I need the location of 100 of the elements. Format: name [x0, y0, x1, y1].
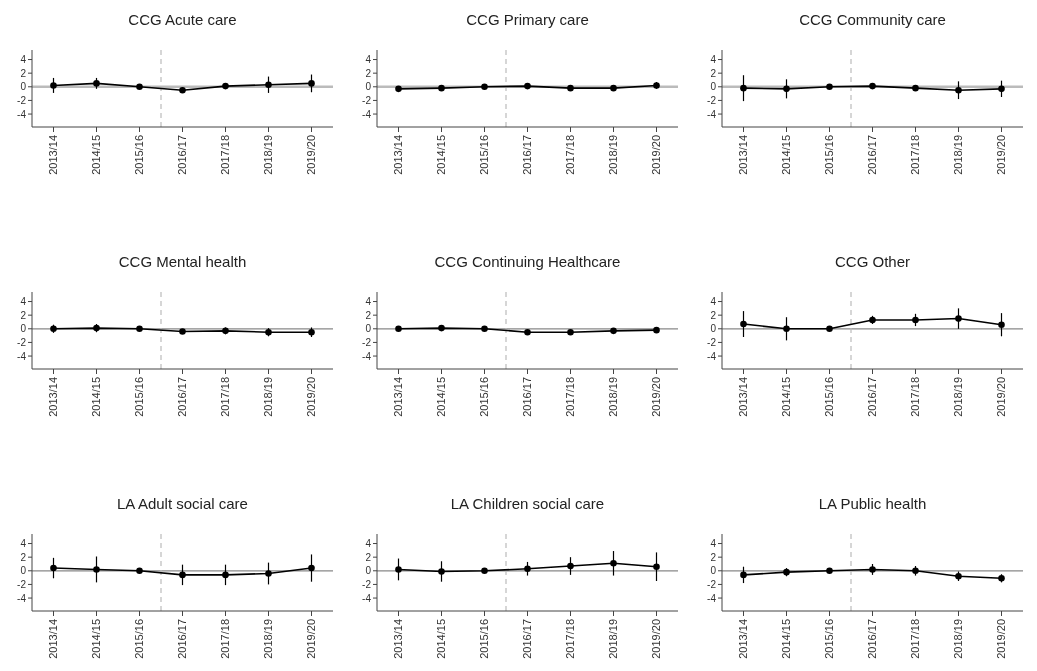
x-tick-label: 2017/18 [564, 619, 577, 659]
y-tick-label: 2 [710, 309, 717, 321]
y-tick-label: -2 [362, 578, 372, 590]
y-tick-label: 4 [365, 296, 372, 308]
x-tick-label: 2018/19 [607, 135, 620, 175]
x-tick-label: 2017/18 [564, 135, 577, 175]
y-tick-label: -4 [362, 592, 372, 604]
y-tick-label: -2 [17, 94, 27, 106]
x-tick-label: 2018/19 [262, 619, 275, 659]
x-tick-label: 2018/19 [262, 377, 275, 417]
x-tick-label: 2016/17 [176, 619, 189, 659]
x-tick-label: 2017/18 [909, 619, 922, 659]
x-tick-label: 2018/19 [952, 377, 965, 417]
x-tick-label: 2015/16 [133, 377, 146, 417]
y-tick-label: -2 [17, 578, 27, 590]
y-tick-label: 0 [365, 323, 372, 335]
x-tick-label: 2015/16 [133, 135, 146, 175]
x-tick-label: 2019/20 [650, 135, 663, 175]
y-tick-label: -2 [707, 578, 717, 590]
x-tick-label: 2019/20 [995, 135, 1008, 175]
x-tick-label: 2015/16 [478, 377, 491, 417]
y-tick-label: 4 [20, 296, 27, 308]
chart-title: CCG Continuing Healthcare [434, 253, 621, 270]
x-tick-label: 2014/15 [435, 619, 448, 659]
y-tick-label: 0 [710, 81, 717, 93]
x-tick-label: 2019/20 [650, 377, 663, 417]
x-tick-label: 2014/15 [90, 619, 103, 659]
x-tick-label: 2013/14 [737, 377, 750, 417]
y-tick-label: 0 [710, 323, 717, 335]
x-tick-label: 2018/19 [952, 135, 965, 175]
y-tick-label: -4 [707, 108, 717, 120]
y-tick-label: -2 [707, 94, 717, 106]
y-tick-label: 0 [365, 81, 372, 93]
y-tick-label: -2 [362, 94, 372, 106]
chart-title: LA Public health [818, 495, 927, 512]
x-tick-label: 2015/16 [823, 619, 836, 659]
y-tick-label: 4 [365, 54, 372, 66]
y-tick-label: 2 [20, 67, 27, 79]
y-tick-label: -4 [707, 350, 717, 362]
chart-title: LA Children social care [450, 495, 605, 512]
x-tick-label: 2017/18 [909, 377, 922, 417]
x-tick-label: 2019/20 [650, 619, 663, 659]
y-tick-label: 2 [20, 551, 27, 563]
chart-title: CCG Community care [799, 11, 946, 28]
x-tick-label: 2015/16 [823, 377, 836, 417]
y-tick-label: 0 [20, 323, 27, 335]
y-tick-label: -2 [17, 336, 27, 348]
x-tick-label: 2017/18 [909, 135, 922, 175]
y-tick-label: 2 [20, 309, 27, 321]
x-tick-label: 2018/19 [262, 135, 275, 175]
y-tick-label: 0 [20, 81, 27, 93]
x-tick-label: 2014/15 [90, 135, 103, 175]
y-tick-label: 2 [710, 551, 717, 563]
x-tick-label: 2015/16 [478, 619, 491, 659]
chart-title: LA Adult social care [117, 495, 248, 512]
y-tick-label: 2 [365, 309, 372, 321]
x-tick-label: 2017/18 [219, 377, 232, 417]
x-tick-label: 2017/18 [219, 619, 232, 659]
y-tick-label: 2 [365, 551, 372, 563]
x-tick-label: 2018/19 [952, 619, 965, 659]
y-tick-label: 4 [710, 538, 717, 550]
y-tick-label: 0 [710, 565, 717, 577]
x-tick-label: 2015/16 [133, 619, 146, 659]
x-tick-label: 2018/19 [607, 619, 620, 659]
chart-title: CCG Acute care [128, 11, 237, 28]
y-tick-label: 0 [365, 565, 372, 577]
x-tick-label: 2013/14 [392, 619, 405, 659]
x-tick-label: 2013/14 [392, 135, 405, 175]
y-tick-label: 0 [20, 565, 27, 577]
y-tick-label: 2 [710, 67, 717, 79]
x-tick-label: 2016/17 [521, 619, 534, 659]
x-tick-label: 2018/19 [607, 377, 620, 417]
y-tick-label: -2 [707, 336, 717, 348]
x-tick-label: 2019/20 [305, 135, 318, 175]
x-tick-label: 2017/18 [564, 377, 577, 417]
x-tick-label: 2013/14 [47, 377, 60, 417]
y-tick-label: 2 [365, 67, 372, 79]
x-tick-label: 2014/15 [435, 377, 448, 417]
x-tick-label: 2016/17 [176, 135, 189, 175]
y-tick-label: -4 [17, 108, 27, 120]
y-tick-label: -4 [362, 350, 372, 362]
chart-title: CCG Mental health [118, 253, 247, 270]
x-tick-label: 2019/20 [305, 377, 318, 417]
y-tick-label: 4 [20, 538, 27, 550]
y-tick-label: 4 [710, 296, 717, 308]
y-tick-label: -4 [362, 108, 372, 120]
x-tick-label: 2013/14 [737, 619, 750, 659]
x-tick-label: 2019/20 [305, 619, 318, 659]
x-tick-label: 2014/15 [90, 377, 103, 417]
y-tick-label: 4 [365, 538, 372, 550]
y-tick-label: -2 [362, 336, 372, 348]
x-tick-label: 2017/18 [219, 135, 232, 175]
x-tick-label: 2016/17 [866, 135, 879, 175]
x-tick-label: 2015/16 [478, 135, 491, 175]
chart-title: CCG Primary care [466, 11, 589, 28]
x-tick-label: 2013/14 [392, 377, 405, 417]
x-tick-label: 2014/15 [435, 135, 448, 175]
x-tick-label: 2014/15 [780, 619, 793, 659]
x-tick-label: 2016/17 [176, 377, 189, 417]
x-tick-label: 2013/14 [47, 135, 60, 175]
